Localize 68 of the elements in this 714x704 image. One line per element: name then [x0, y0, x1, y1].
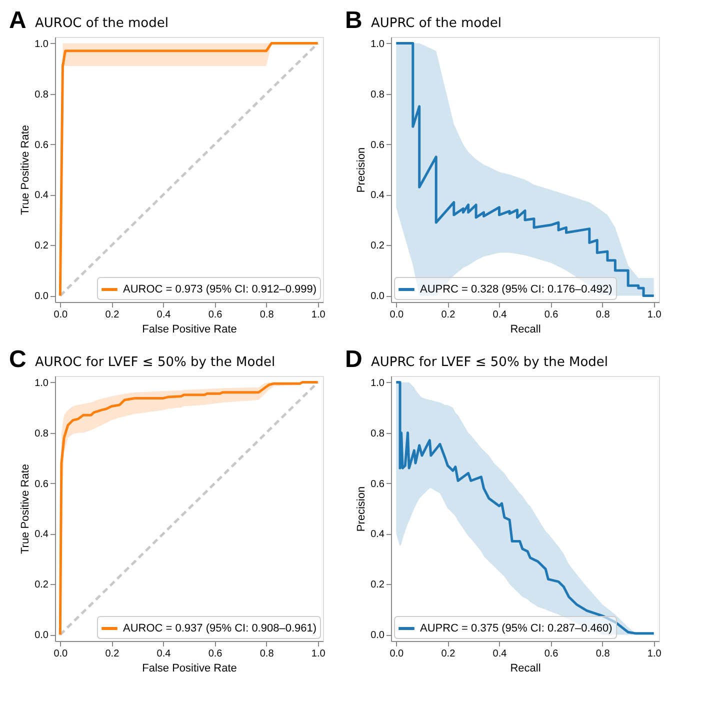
y-tick-label: 0.6: [370, 478, 385, 490]
y-tick-label: 0.2: [370, 580, 385, 591]
y-tick-label: 1.0: [370, 378, 385, 389]
x-tick-label: 0.4: [492, 648, 508, 660]
y-tick-label: 0.8: [34, 428, 49, 440]
y-tick-label: 0.4: [34, 190, 49, 202]
x-tick-label: 0.4: [492, 310, 508, 320]
chart-title: AUPRC of the model: [371, 16, 502, 31]
x-tick-label: 1.0: [647, 648, 662, 660]
x-tick-label: 0.6: [208, 310, 223, 320]
chart-title: AUROC of the model: [35, 16, 168, 31]
x-tick-label: 0.8: [596, 648, 610, 660]
chart-title: AUPRC for LVEF ≤ 50% by the Model: [371, 355, 608, 370]
text: C: [9, 346, 26, 373]
y-tick-label: 0.4: [370, 529, 385, 540]
x-tick-label: 0.6: [544, 310, 559, 320]
x-tick-label: 0.8: [260, 648, 274, 660]
y-axis-title: Precision: [356, 486, 368, 532]
y-tick-label: 0.2: [34, 580, 49, 591]
y-tick-label: 0.6: [34, 140, 49, 151]
x-tick-label: 0.0: [54, 310, 68, 320]
legend-label: AUPRC = 0.375 (95% CI: 0.287–0.460): [420, 622, 612, 634]
y-tick-label: 0.0: [34, 291, 49, 302]
y-tick-label: 1.0: [370, 38, 385, 50]
x-axis-title: Recall: [510, 662, 541, 674]
y-axis-title: Precision: [356, 147, 368, 193]
x-tick-label: 0.6: [208, 648, 223, 660]
y-tick-label: 1.0: [34, 378, 49, 389]
text: D: [345, 346, 362, 373]
y-tick-label: 0.6: [370, 140, 385, 151]
y-tick-label: 0.2: [370, 240, 385, 252]
x-tick-label: 0.2: [105, 310, 120, 320]
y-tick-label: 0.4: [34, 529, 49, 540]
legend-label: AUROC = 0.937 (95% CI: 0.908–0.961): [123, 622, 317, 634]
y-tick-label: 0.0: [34, 630, 49, 642]
x-tick-label: 0.0: [54, 648, 68, 660]
legend-label: AUPRC = 0.328 (95% CI: 0.176–0.492): [420, 284, 612, 296]
x-tick-label: 0.8: [596, 310, 610, 320]
x-tick-label: 0.4: [156, 648, 172, 660]
y-tick-label: 0.4: [370, 190, 385, 202]
y-tick-label: 0.8: [34, 89, 49, 100]
x-tick-label: 0.8: [260, 310, 274, 320]
x-tick-label: 0.6: [544, 648, 559, 660]
x-tick-label: 0.2: [441, 310, 456, 320]
y-axis-title: True Positive Rate: [20, 464, 32, 554]
x-tick-label: 0.2: [441, 648, 456, 660]
text: B: [345, 7, 362, 34]
x-tick-label: 0.0: [390, 310, 404, 320]
legend-label: AUROC = 0.973 (95% CI: 0.912–0.999): [123, 284, 317, 296]
x-tick-label: 0.4: [156, 310, 172, 320]
x-tick-label: 1.0: [311, 648, 326, 660]
x-tick-label: 1.0: [311, 310, 326, 320]
y-tick-label: 0.8: [370, 428, 385, 440]
y-tick-label: 0.8: [370, 89, 385, 100]
y-tick-label: 0.0: [370, 291, 385, 302]
x-tick-label: 0.0: [390, 648, 404, 660]
y-axis-title: True Positive Rate: [20, 124, 32, 216]
x-tick-label: 0.2: [105, 648, 120, 660]
chart-title: AUROC for LVEF ≤ 50% by the Model: [35, 355, 276, 370]
x-axis-title: Recall: [510, 324, 541, 336]
y-tick-label: 0.6: [34, 478, 49, 490]
text: A: [9, 7, 26, 34]
x-axis-title: False Positive Rate: [142, 324, 237, 336]
x-axis-title: False Positive Rate: [142, 662, 237, 674]
x-tick-label: 1.0: [647, 310, 662, 320]
y-tick-label: 0.2: [34, 240, 49, 252]
y-tick-label: 1.0: [34, 38, 49, 50]
y-tick-label: 0.0: [370, 630, 385, 642]
